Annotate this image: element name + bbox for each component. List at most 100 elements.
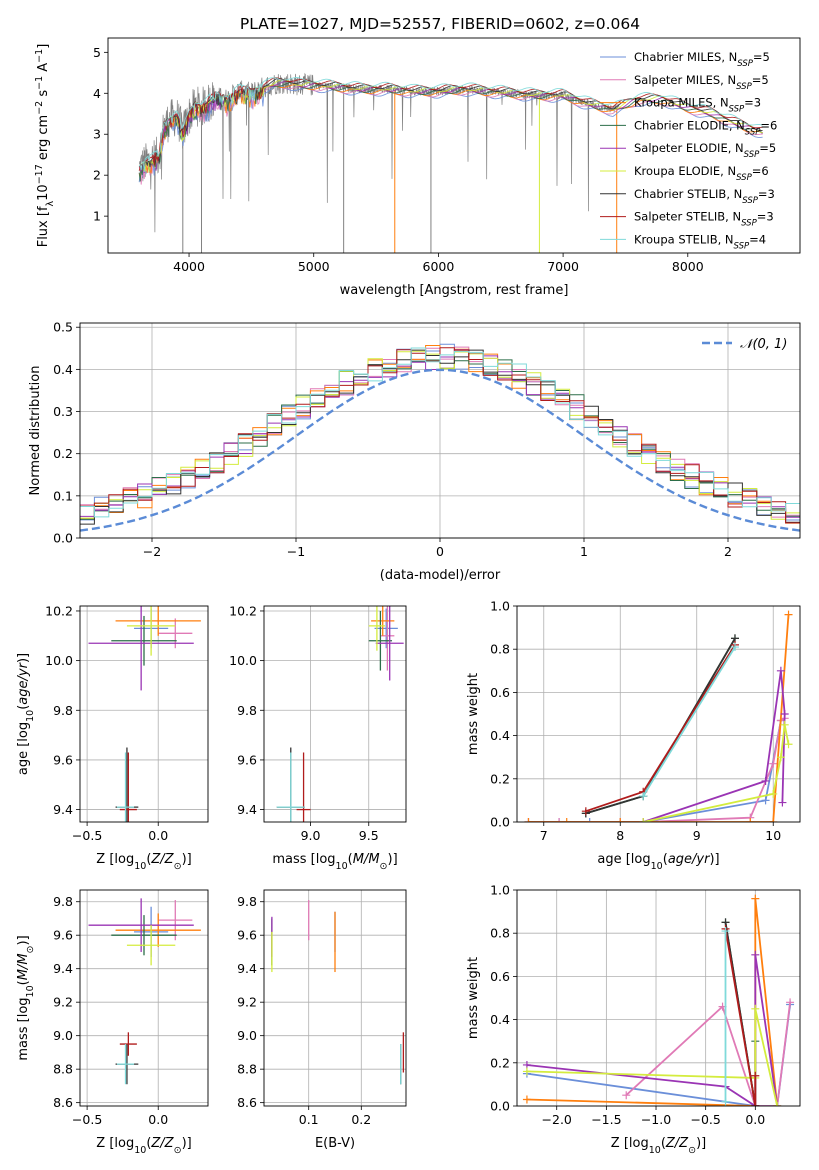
x-tick-label: 2 — [724, 544, 732, 559]
legend-entry-5: Kroupa ELODIE, NSSP=6 — [634, 164, 769, 183]
x-tick-label: 10 — [765, 828, 781, 843]
plot-area — [138, 72, 763, 253]
weight-series-4 — [642, 670, 786, 822]
axes-frame — [263, 605, 407, 823]
y-tick-label: 10.2 — [45, 603, 73, 618]
weight-marker — [780, 720, 789, 729]
x-tick-label: −0.5 — [72, 1112, 102, 1127]
x-tick-label: 0.0 — [148, 828, 168, 843]
x-tick-label: 9.5 — [359, 828, 379, 843]
weight-marker — [751, 1071, 760, 1080]
x-tick-label: 8000 — [672, 259, 704, 274]
legend-entry-7: Salpeter STELIB, NSSP=3 — [634, 210, 774, 229]
legend-entry-normal: 𝒩(0, 1) — [740, 337, 787, 352]
x-tick-label: −2 — [143, 544, 161, 559]
y-axis-label: mass [log10(M/M⊙)] — [16, 935, 36, 1060]
weight-marker — [784, 740, 793, 749]
y-tick-label: 3 — [93, 127, 101, 142]
weight-marker — [786, 998, 795, 1007]
y-tick-label: 8.6 — [53, 1095, 73, 1110]
x-axis-label: E(B-V) — [315, 1136, 355, 1151]
y-axis-label: mass weight — [466, 673, 481, 755]
axes-frame — [516, 889, 801, 1107]
y-tick-label: 8.8 — [237, 1062, 257, 1077]
model-spectrum-8 — [138, 77, 763, 173]
chart-residuals: −2 −1 0 1 2 0.0 0.1 0.2 0.3 0.4 0.5 (data-model)/er… — [28, 320, 801, 583]
legend: Chabrier MILES, NSSP=5 Salpeter MILES, NS… — [600, 50, 777, 251]
weight-marker — [524, 818, 533, 822]
x-tick-label: 0 — [436, 544, 444, 559]
y-tick-label: 9.4 — [237, 961, 257, 976]
weight-marker — [780, 710, 789, 718]
gridlines — [264, 606, 406, 822]
y-tick-label: 9.2 — [53, 995, 73, 1010]
y-tick-label: 0.1 — [53, 488, 73, 503]
x-axis-label: age [log10(age/yr)] — [597, 852, 719, 872]
plot-area — [88, 898, 201, 1085]
axes-frame — [79, 889, 209, 1107]
chart-age-vs-mass: 9.0 9.5 9.4 9.6 9.8 10.0 10.2 mass [log10(M/M⊙)… — [229, 603, 407, 872]
weight-marker — [639, 792, 648, 801]
weight-marker — [522, 1095, 531, 1104]
x-tick-label: 4000 — [173, 259, 205, 274]
x-tick-label: 9 — [693, 828, 701, 843]
plot-area — [276, 606, 404, 822]
weight-marker — [778, 798, 787, 807]
y-tick-label: 0.4 — [490, 728, 510, 743]
y-tick-label: 9.0 — [53, 1028, 73, 1043]
x-axis-label: (data-model)/error — [380, 568, 501, 583]
y-tick-label: 0.0 — [53, 531, 73, 546]
y-axis-label: Flux [fλ10−17 erg cm−2 s−1 A−1] — [34, 44, 56, 248]
weight-marker — [776, 753, 785, 762]
legend-entry-1: Salpeter MILES, NSSP=5 — [634, 73, 769, 92]
axes-frame — [516, 605, 801, 823]
y-tick-label: 1.0 — [490, 599, 510, 614]
y-tick-label: 9.6 — [53, 752, 73, 767]
y-tick-label: 9.4 — [53, 802, 73, 817]
weight-marker — [562, 818, 571, 822]
y-tick-label: 0.3 — [53, 404, 73, 419]
normal-curve — [80, 368, 800, 532]
chart-weight-vs-age: 7 8 9 10 0.0 0.2 0.4 0.6 0.8 1.0 age [log10(age/yr… — [466, 599, 801, 872]
weight-marker — [751, 950, 760, 959]
y-tick-label: 9.8 — [237, 703, 257, 718]
weight-marker — [773, 1102, 782, 1106]
legend-entry-2: Kroupa MILES, NSSP=3 — [634, 96, 761, 115]
y-tick-label: 9.8 — [53, 703, 73, 718]
y-tick-label: 9.8 — [53, 894, 73, 909]
y-tick-label: 9.0 — [237, 1028, 257, 1043]
y-tick-label: 8.6 — [237, 1095, 257, 1110]
y-tick-label: 0.0 — [490, 815, 510, 830]
legend-entry-6: Chabrier STELIB, NSSP=3 — [634, 187, 775, 206]
plot-area — [88, 606, 201, 822]
legend-entry-0: Chabrier MILES, NSSP=5 — [634, 50, 770, 69]
x-tick-label: 7000 — [547, 259, 579, 274]
weight-marker — [751, 1102, 760, 1106]
weight-marker — [522, 1067, 531, 1076]
y-tick-label: 0.2 — [490, 1055, 510, 1070]
histogram-8 — [80, 347, 800, 518]
chart-mass-vs-ebv: 0.1 0.2 8.6 8.8 9.0 9.2 9.4 9.6 9.8 E(B-V) — [237, 889, 407, 1151]
plot-area — [524, 610, 793, 822]
x-tick-label: −1.0 — [641, 1112, 671, 1127]
gridlines — [80, 890, 208, 1106]
x-tick-label: 1 — [580, 544, 588, 559]
weight-marker — [761, 796, 770, 805]
x-tick-label: −0.5 — [72, 828, 102, 843]
y-tick-label: 2 — [93, 168, 101, 183]
x-tick-label: −1 — [287, 544, 305, 559]
y-tick-label: 9.2 — [237, 995, 257, 1010]
x-tick-label: 8 — [616, 828, 624, 843]
weight-series-3 — [585, 637, 736, 815]
weight-series-7 — [724, 928, 757, 1106]
x-tick-label: 0.2 — [351, 1112, 371, 1127]
plot-area — [80, 343, 800, 532]
y-axis-label: Normed distribution — [28, 366, 43, 496]
figure-title: PLATE=1027, MJD=52557, FIBERID=0602, z=0… — [240, 15, 640, 33]
chart-weight-vs-Z: −2.0 −1.5 −1.0 −0.5 0.0 0.0 0.2 0.4 0.6 0.8 1.0 Z [… — [466, 883, 801, 1156]
weight-series-6 — [585, 637, 736, 815]
weight-marker — [761, 776, 770, 785]
y-tick-label: 4 — [93, 86, 101, 101]
x-tick-label: −0.5 — [690, 1112, 720, 1127]
